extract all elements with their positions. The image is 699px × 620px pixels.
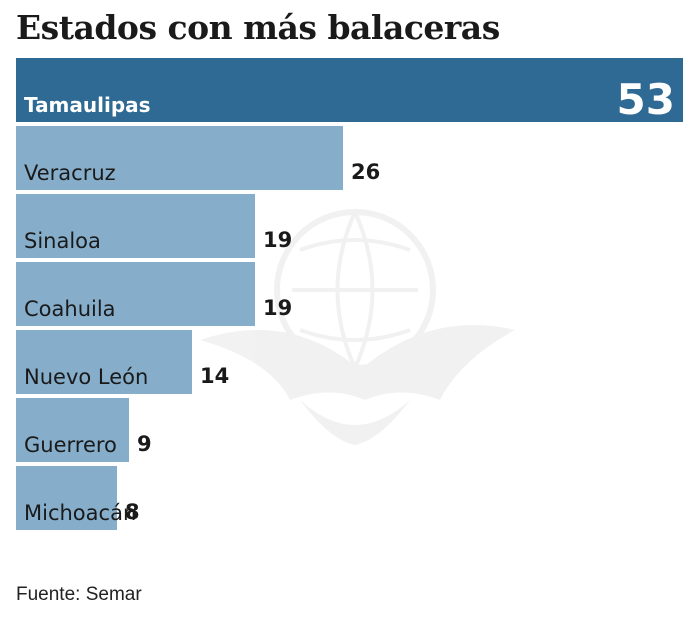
bar-category-label: Michoacán	[24, 501, 136, 525]
bar	[16, 194, 255, 258]
bar-value-label: 53	[617, 75, 675, 124]
chart-title: Estados con más balaceras	[16, 8, 500, 47]
bar	[16, 466, 117, 530]
bar-category-label: Guerrero	[24, 433, 117, 457]
bar-value-label: 26	[351, 160, 380, 184]
eagle-watermark-icon	[200, 209, 515, 445]
bar-value-label: 14	[200, 364, 229, 388]
bars-group: Tamaulipas 53 Veracruz 26 Sinaloa 19 Coahuila 1…	[16, 58, 683, 530]
bar-value-label: 9	[137, 432, 152, 456]
source-note: Fuente: Semar	[16, 584, 142, 605]
bar-chart: Tamaulipas 53 Veracruz 26 Sinaloa 19 Coahuila 1…	[16, 58, 683, 530]
bar-value-label: 8	[125, 500, 140, 524]
bar	[16, 398, 129, 462]
bar-category-label: Nuevo León	[24, 365, 148, 389]
bar	[16, 58, 683, 122]
bar	[16, 126, 343, 190]
bar-category-label: Veracruz	[24, 161, 116, 185]
bar-value-label: 19	[263, 296, 292, 320]
bar-category-label: Coahuila	[24, 297, 116, 321]
bar-category-label: Tamaulipas	[24, 93, 151, 117]
bar	[16, 262, 255, 326]
bar-category-label: Sinaloa	[24, 229, 101, 253]
bar-value-label: 19	[263, 228, 292, 252]
bar	[16, 330, 192, 394]
